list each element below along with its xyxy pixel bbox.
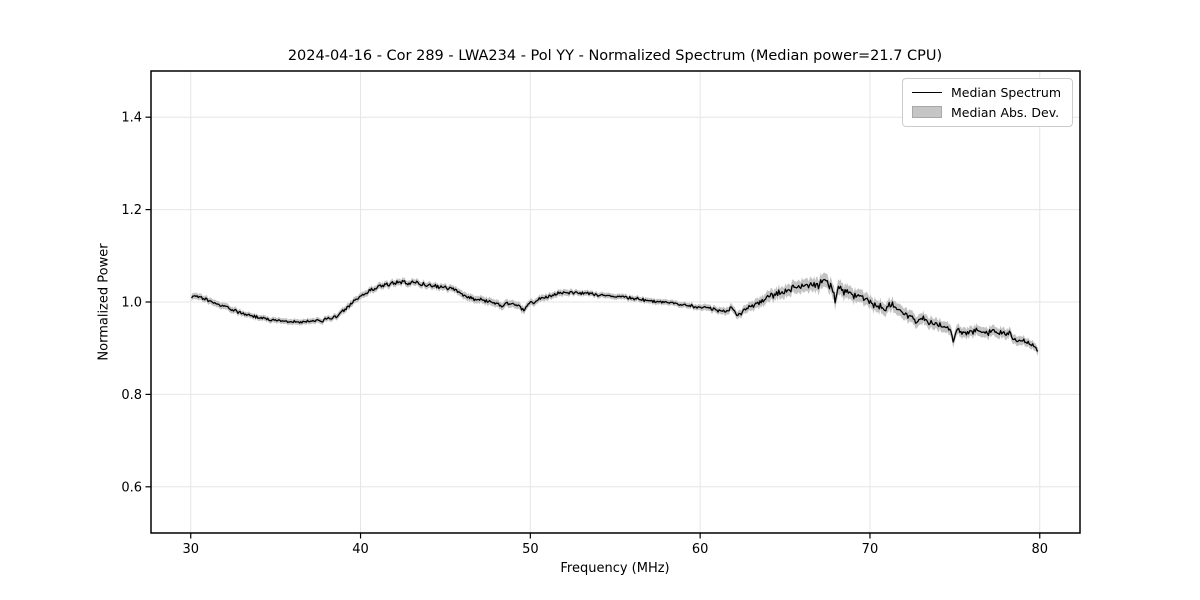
legend: Median Spectrum Median Abs. Dev. (902, 78, 1073, 127)
x-tick-label: 80 (1031, 542, 1048, 557)
line-swatch-icon (912, 92, 942, 94)
x-tick-label: 50 (522, 542, 539, 557)
x-axis-label: Frequency (MHz) (560, 561, 670, 576)
legend-label: Median Spectrum (951, 85, 1062, 101)
x-tick-label: 70 (862, 542, 879, 557)
x-tick-label: 60 (692, 542, 709, 557)
mad-band (191, 272, 1039, 355)
chart-title: 2024-04-16 - Cor 289 - LWA234 - Pol YY -… (287, 48, 943, 64)
y-tick-label: 1.0 (121, 296, 142, 311)
x-tick-label: 30 (182, 542, 199, 557)
x-tick-label: 40 (352, 542, 369, 557)
median-spectrum-line (191, 278, 1039, 352)
y-tick-label: 1.2 (121, 203, 142, 218)
patch-swatch-icon (912, 106, 942, 119)
legend-item-median-abs-dev: Median Abs. Dev. (912, 103, 1063, 123)
legend-label: Median Abs. Dev. (951, 104, 1060, 120)
y-axis-label: Normalized Power (96, 243, 112, 361)
legend-item-median-spectrum: Median Spectrum (912, 83, 1063, 103)
y-tick-label: 1.4 (121, 111, 142, 126)
y-tick-label: 0.8 (121, 388, 142, 403)
y-tick-label: 0.6 (121, 480, 142, 495)
